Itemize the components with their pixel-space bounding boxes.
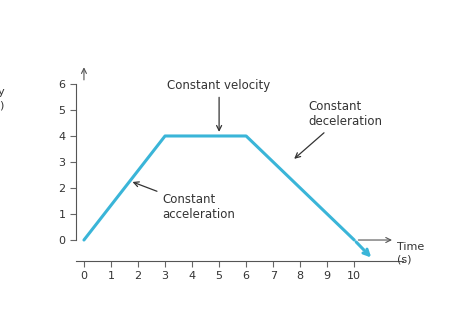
Text: Constant velocity: Constant velocity [167, 79, 271, 130]
Text: FREE tutorial videos at www.learncoach.co.nz: FREE tutorial videos at www.learncoach.c… [19, 298, 289, 308]
Text: COACH: COACH [378, 304, 427, 317]
Bar [324, 305, 338, 318]
Text: Constant
deceleration: Constant deceleration [295, 100, 383, 158]
Bar [324, 291, 338, 304]
Bar [342, 291, 356, 304]
Text: Constant
acceleration: Constant acceleration [134, 182, 235, 221]
Text: Time
(s): Time (s) [398, 242, 425, 264]
Text: learn: learn [378, 291, 414, 304]
Text: VELOCITY – TIME GRAPHS: VELOCITY – TIME GRAPHS [128, 14, 346, 29]
Bar [342, 305, 356, 318]
Text: Velocity
(m.s⁻¹): Velocity (m.s⁻¹) [0, 87, 6, 110]
